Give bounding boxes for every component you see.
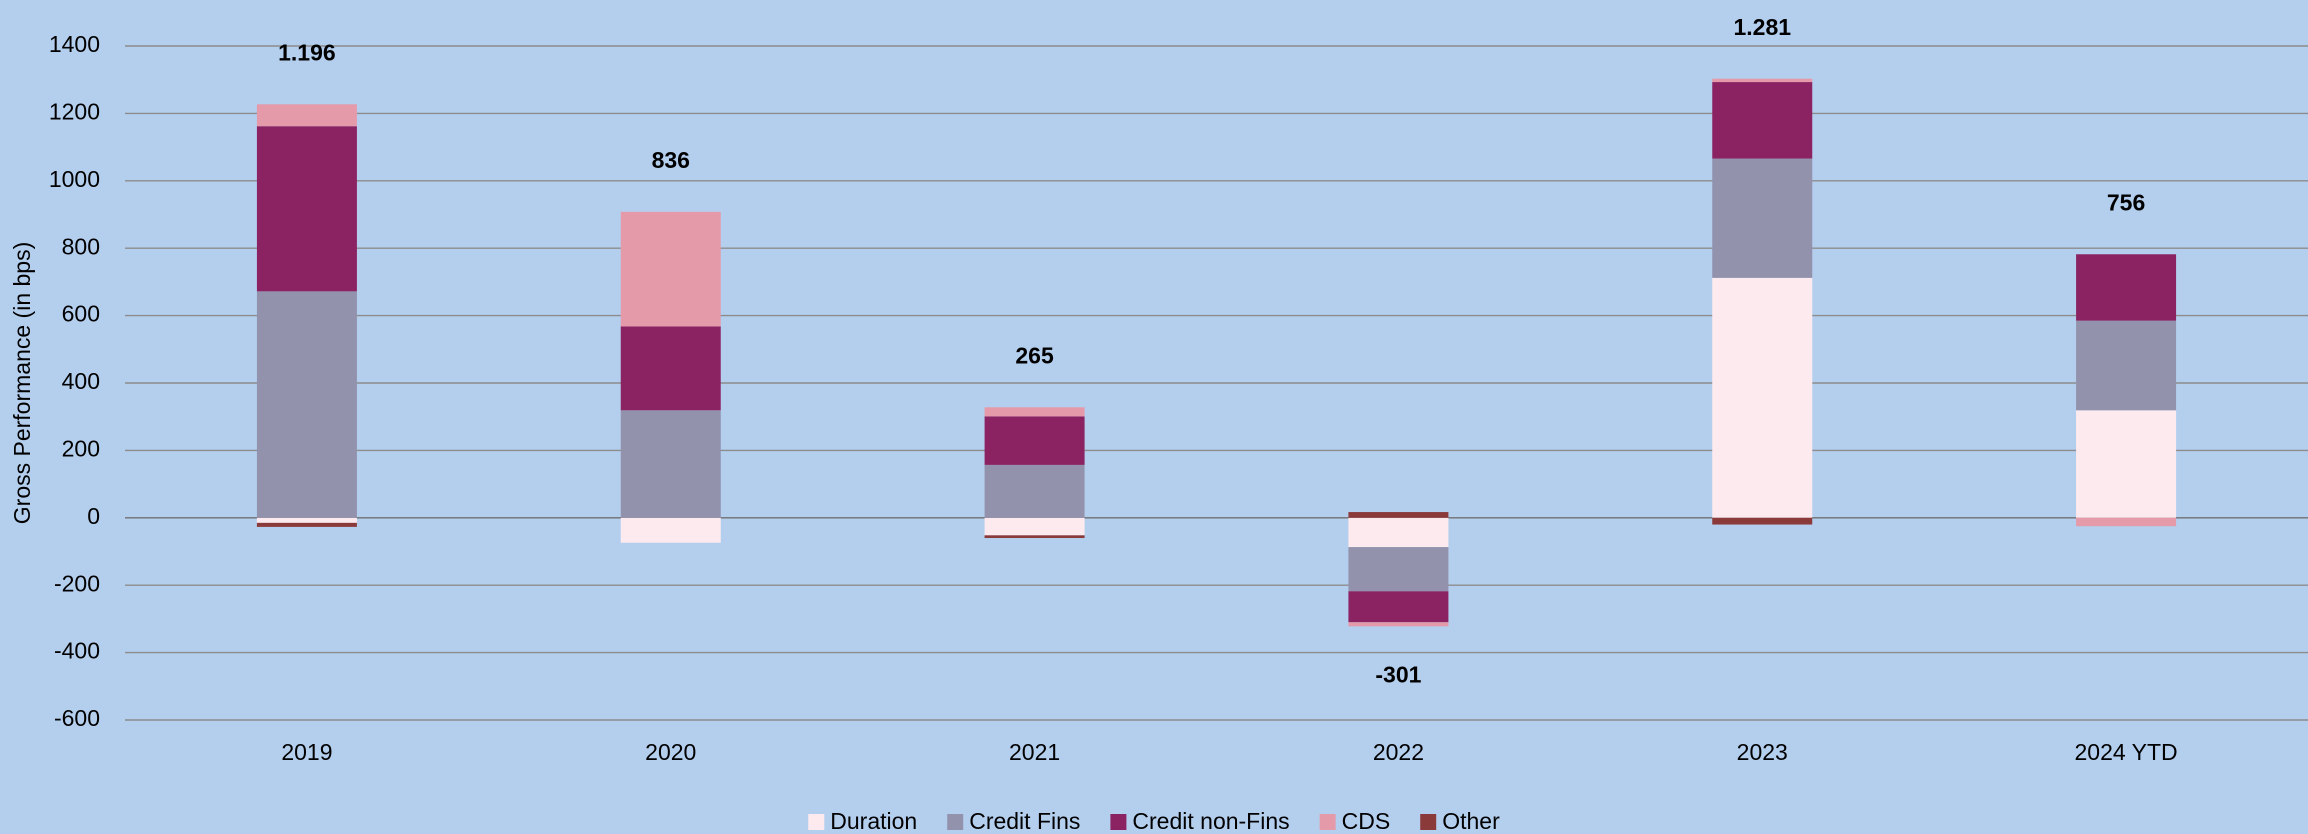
bar-segment bbox=[984, 535, 1085, 539]
x-tick-label: 2023 bbox=[1737, 739, 1788, 765]
y-tick-label: 600 bbox=[62, 301, 100, 327]
bar-segment bbox=[984, 407, 1085, 417]
bar-segment bbox=[984, 416, 1085, 465]
legend-label: Credit Fins bbox=[969, 808, 1080, 834]
bar-segment bbox=[256, 126, 357, 292]
y-tick-label: -600 bbox=[54, 705, 100, 731]
bar-segment bbox=[2076, 517, 2177, 527]
y-tick-label: -400 bbox=[54, 638, 100, 664]
bar-segment bbox=[620, 326, 721, 411]
x-tick-label: 2021 bbox=[1009, 739, 1060, 765]
bar-segment bbox=[984, 464, 1085, 518]
bar-segment bbox=[1712, 158, 1813, 278]
bar-segment bbox=[1712, 78, 1813, 83]
legend-swatch bbox=[1420, 814, 1437, 830]
bar-segment bbox=[1712, 517, 1813, 525]
total-label: 836 bbox=[652, 147, 690, 173]
legend-label: Credit non-Fins bbox=[1132, 808, 1289, 834]
legend-swatch bbox=[808, 814, 825, 830]
x-tick-label: 2020 bbox=[645, 739, 696, 765]
legend-label: Duration bbox=[830, 808, 917, 834]
y-tick-label: 1000 bbox=[49, 166, 100, 192]
bar-segment bbox=[1712, 82, 1813, 159]
bar-segment bbox=[256, 104, 357, 127]
bar-segment bbox=[256, 517, 357, 523]
y-tick-label: 0 bbox=[87, 503, 100, 529]
bar-segment bbox=[620, 517, 721, 543]
bar-segment bbox=[620, 410, 721, 518]
y-axis-title: Gross Performance (in bps) bbox=[9, 242, 35, 524]
y-tick-label: 1400 bbox=[49, 31, 100, 57]
bar-segment bbox=[620, 211, 721, 327]
legend-swatch bbox=[947, 814, 964, 830]
y-tick-label: 1200 bbox=[49, 98, 100, 124]
bar-segment bbox=[2076, 410, 2177, 518]
bar-segment bbox=[2076, 254, 2177, 321]
x-tick-label: 2024 YTD bbox=[2075, 739, 2178, 765]
bar-segment bbox=[1348, 517, 1449, 548]
x-tick-label: 2022 bbox=[1373, 739, 1424, 765]
y-tick-label: 800 bbox=[62, 233, 100, 259]
legend-label: Other bbox=[1442, 808, 1500, 834]
total-label: 756 bbox=[2107, 189, 2145, 215]
legend-label: CDS bbox=[1342, 808, 1391, 834]
y-tick-label: 400 bbox=[62, 368, 100, 394]
y-tick-label: -200 bbox=[54, 570, 100, 596]
bar-segment bbox=[1348, 591, 1449, 623]
bar-segment bbox=[256, 291, 357, 518]
bar-segment bbox=[1348, 547, 1449, 592]
bar-segment bbox=[984, 517, 1085, 536]
legend-swatch bbox=[1319, 814, 1336, 830]
y-tick-label: 200 bbox=[62, 435, 100, 461]
bar-segment bbox=[2076, 320, 2177, 411]
bar-segment bbox=[256, 522, 357, 527]
bar-segment bbox=[1712, 277, 1813, 518]
total-label: -301 bbox=[1375, 661, 1421, 687]
bar-segment bbox=[1348, 622, 1449, 627]
legend-swatch bbox=[1110, 814, 1127, 830]
x-tick-label: 2019 bbox=[281, 739, 332, 765]
total-label: 1.196 bbox=[278, 39, 336, 65]
bar-segment bbox=[1348, 512, 1449, 518]
total-label: 1.281 bbox=[1733, 14, 1791, 40]
total-label: 265 bbox=[1015, 342, 1054, 368]
